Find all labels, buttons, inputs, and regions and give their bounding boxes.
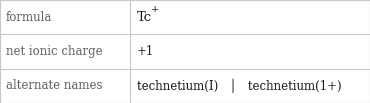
Text: Tc: Tc	[137, 11, 152, 24]
Text: net ionic charge: net ionic charge	[6, 45, 102, 58]
Text: formula: formula	[6, 11, 52, 24]
Text: technetium(I)   │   technetium(1+): technetium(I) │ technetium(1+)	[137, 79, 342, 93]
Text: +: +	[151, 5, 159, 14]
Text: +1: +1	[137, 45, 154, 58]
Text: alternate names: alternate names	[6, 79, 102, 92]
